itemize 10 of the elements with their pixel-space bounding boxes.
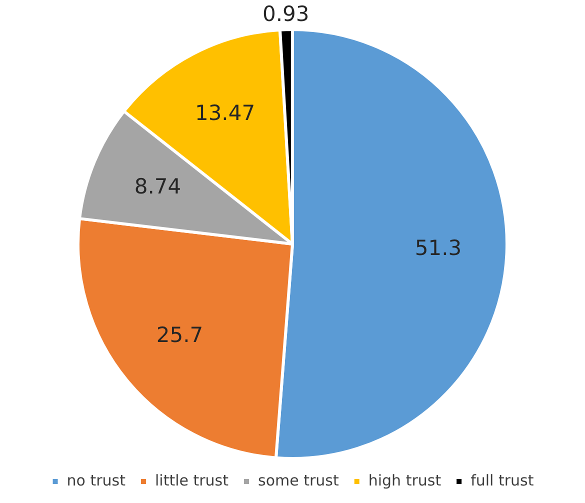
legend-label: some trust [258, 471, 339, 490]
data-label: 0.93 [262, 2, 310, 26]
data-label: 25.7 [156, 323, 204, 347]
data-label: 51.3 [414, 236, 462, 260]
legend-label: little trust [154, 471, 229, 490]
data-label: 8.74 [134, 174, 182, 199]
legend-label: no trust [66, 471, 126, 490]
legend-label: high trust [368, 471, 442, 490]
legend-label: full trust [470, 471, 534, 490]
data-label: 13.47 [194, 101, 256, 126]
